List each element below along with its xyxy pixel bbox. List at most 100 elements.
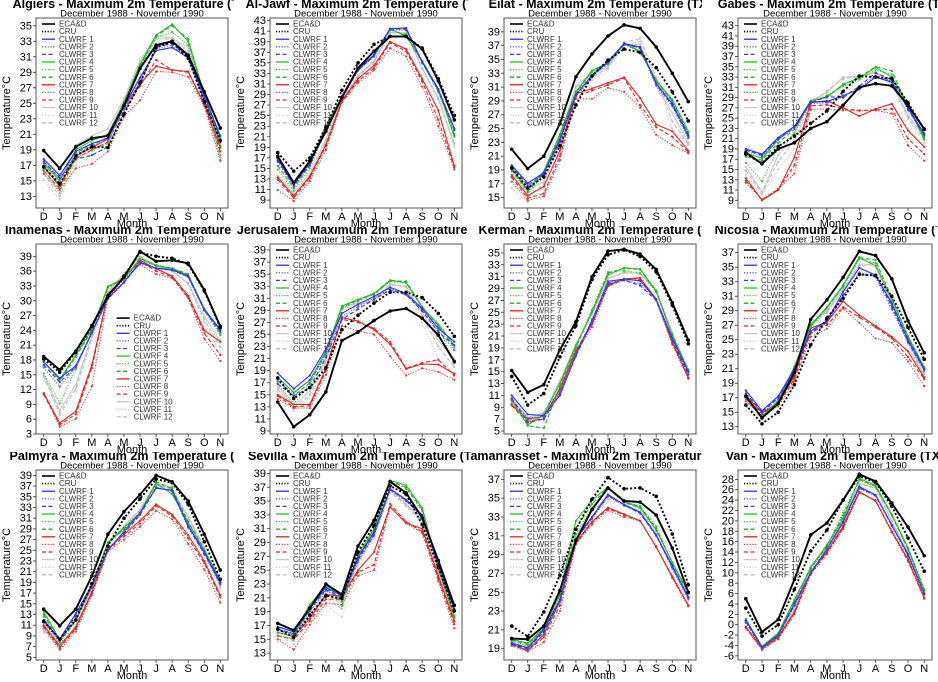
data-point [203,318,206,321]
series-line [511,267,689,429]
data-point [922,357,926,362]
y-tick-label: 9 [26,399,32,411]
y-tick-label: 13 [722,174,734,186]
data-point [841,89,845,94]
data-point [292,189,295,192]
y-tick-label: 17 [254,377,266,389]
data-point [155,267,158,270]
data-point [776,401,780,406]
data-point [606,81,610,84]
series-line [277,480,455,638]
legend-label: CLWRF 3 [527,502,562,511]
data-point [776,410,780,414]
data-point [292,200,295,203]
data-point [276,382,279,385]
data-point [509,624,514,628]
data-point [436,333,441,337]
data-point [590,326,594,329]
data-point [542,175,546,179]
x-tick-label: J [857,211,863,223]
legend-label: CLWRF 2 [527,494,562,503]
series-line [277,286,455,390]
data-point [858,256,861,259]
legend-label: CLWRF 12 [59,570,99,579]
data-point [655,290,658,293]
data-point [744,389,747,392]
x-tick-label: A [572,437,580,449]
legend-label: CRU [761,479,779,488]
x-tick-label: F [540,211,547,223]
data-point [372,69,376,72]
data-point [187,37,190,41]
series-line [745,271,925,414]
data-point [639,37,642,40]
x-tick-label: O [668,663,677,675]
data-point [776,617,780,622]
data-point [356,313,360,317]
data-point [858,491,861,494]
y-tick-label: 37 [20,481,32,493]
legend-label: ECA&D [761,20,789,29]
data-point [744,596,748,601]
data-point [825,298,829,302]
data-point [526,197,529,200]
data-point [654,65,658,70]
legend-label: CLWRF 8 [59,88,94,97]
y-tick-label: 3 [26,429,32,441]
y-tick-label: 25 [20,98,32,110]
data-point [291,425,296,429]
y-tick-label: 25 [254,329,266,341]
x-tick-label: S [185,437,192,449]
y-tick-label: 14 [722,547,734,559]
data-point [421,307,424,310]
data-point [890,530,893,533]
data-point [760,422,764,426]
data-point [744,173,747,176]
data-point [874,337,877,340]
data-point [744,626,747,629]
legend-label: CLWRF 11 [293,337,332,346]
series-line [43,259,221,424]
data-point [510,404,513,407]
data-point [219,353,222,357]
legend-label: CLWRF 9 [527,96,562,105]
data-point [437,89,440,92]
legend-label: CLWRF 1 [134,329,169,338]
data-point [421,321,424,324]
data-point [340,327,344,332]
data-point [389,47,392,50]
data-point [655,76,658,79]
x-tick-label: M [587,211,596,223]
legend-label: CLWRF 11 [293,563,332,572]
series-line [43,70,221,192]
series-line [745,66,925,161]
data-point [324,148,327,151]
data-point [453,616,456,619]
data-point [873,253,878,258]
data-point [842,521,845,524]
data-point [324,356,327,359]
y-tick-label: 41 [254,26,266,38]
data-point [639,104,642,107]
y-tick-label: 36 [20,266,32,278]
data-point [744,403,748,407]
data-point [639,505,642,508]
data-point [906,129,910,132]
data-point [687,596,690,599]
x-tick-label: M [822,211,831,223]
data-point [890,102,893,105]
data-point [777,405,780,408]
data-point [42,172,45,175]
data-point [42,613,45,616]
y-tick-label: 22 [722,505,734,517]
data-point [437,358,440,361]
chart-panel: Inamenas - Maximum 2m Temperature (TX)De… [1,226,234,454]
series-line [277,280,455,397]
y-axis-label: Temperature°C [1,76,13,150]
data-point [760,162,764,166]
series-line [43,503,221,647]
series-line [510,248,690,407]
data-point [275,627,280,631]
series-line [510,48,690,190]
data-point [372,333,376,336]
